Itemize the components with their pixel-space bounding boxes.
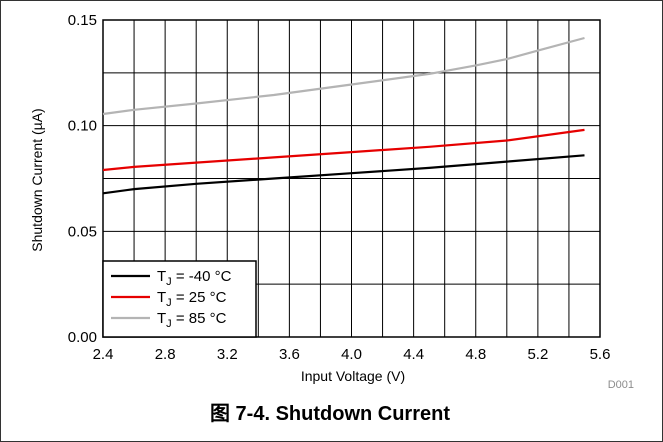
x-tick-label: 3.2 (217, 346, 238, 363)
plot-area-border (102, 19, 601, 338)
y-axis-label: Shutdown Current (µA) (29, 108, 45, 251)
figure-code: D001 (608, 379, 634, 391)
legend-entry-2: TJ = 25 °C (157, 289, 227, 309)
x-tick-label: 3.6 (279, 346, 300, 363)
figure-caption: 图 7-4. Shutdown Current (210, 402, 450, 425)
x-axis-label: Input Voltage (V) (301, 368, 405, 384)
y-tick-label: 0.10 (68, 118, 97, 135)
series-layer (102, 36, 585, 195)
legend-box (102, 260, 257, 338)
x-tick-label: 5.6 (590, 346, 611, 363)
x-tick-labels: 2.4 2.8 3.2 3.6 4.0 4.4 4.8 5.2 5.6 (93, 346, 611, 363)
series-line-1 (102, 154, 585, 195)
x-tick-label: 2.8 (155, 346, 176, 363)
x-tick-label: 5.2 (527, 346, 548, 363)
legend-entry-3: TJ = 85 °C (157, 310, 227, 330)
legend-entry-1: TJ = -40 °C (157, 268, 232, 288)
x-tick-label: 4.0 (341, 346, 362, 363)
series-line-3 (102, 36, 585, 116)
x-tick-label: 4.4 (403, 346, 424, 363)
y-tick-label: 0.15 (68, 12, 97, 29)
y-tick-labels: 0.00 0.05 0.10 0.15 (68, 12, 97, 346)
x-tick-label: 2.4 (93, 346, 114, 363)
x-tick-label: 4.8 (465, 346, 486, 363)
y-tick-label: 0.00 (68, 329, 97, 346)
legend: TJ = -40 °CTJ = 25 °CTJ = 85 °C (102, 260, 257, 338)
y-tick-label: 0.05 (68, 223, 97, 240)
series-line-2 (102, 128, 585, 172)
